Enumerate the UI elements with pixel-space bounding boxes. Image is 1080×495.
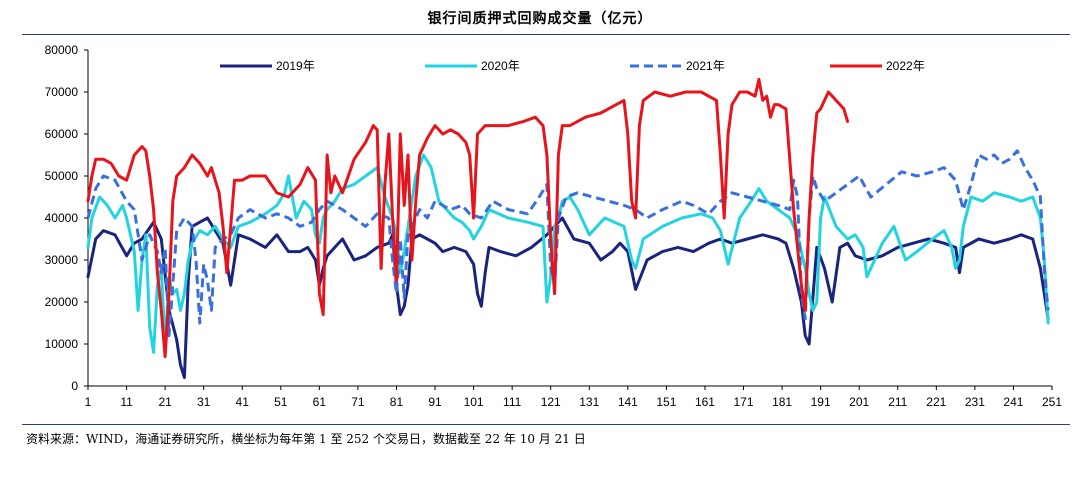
- x-tick-label: 101: [464, 395, 484, 409]
- title-rule: [22, 34, 1070, 35]
- legend-label-2: 2020年: [481, 59, 520, 73]
- series-layer: [86, 77, 1050, 380]
- x-tick-label: 181: [772, 395, 792, 409]
- x-tick-label: 51: [274, 395, 288, 409]
- x-tick-label: 151: [656, 395, 676, 409]
- y-tick-label: 70000: [45, 85, 79, 99]
- legend-label-4: 2022年: [886, 59, 925, 73]
- y-tick-label: 10000: [45, 337, 79, 351]
- x-tick-label: 231: [965, 395, 985, 409]
- legend-label-3: 2021年: [686, 59, 725, 73]
- source-note: 资料来源：WIND，海通证券研究所，横坐标为每年第 1 至 252 个交易日，数…: [26, 432, 586, 446]
- x-tick-label: 211: [888, 395, 907, 409]
- x-tick-label: 121: [541, 395, 561, 409]
- x-tick-label: 11: [120, 395, 133, 409]
- y-tick-label: 0: [71, 379, 78, 393]
- source-rule: [22, 424, 1070, 425]
- x-tick-label: 81: [390, 395, 404, 409]
- x-tick-label: 41: [236, 395, 250, 409]
- chart-area: 0 10000 20000 30000 40000 50000 60000 70000 8000…: [45, 43, 1063, 409]
- x-tick-label: 171: [734, 395, 754, 409]
- x-tick-label: 131: [579, 395, 599, 409]
- x-tick-label: 1: [85, 395, 92, 409]
- y-tick-label: 30000: [45, 253, 79, 267]
- x-tick-label: 251: [1042, 395, 1062, 409]
- legend: 2019年 2020年 2021年 2022年: [220, 59, 925, 73]
- x-tick-label: 21: [158, 395, 172, 409]
- legend-label-1: 2019年: [276, 59, 315, 73]
- series-line-1: [86, 216, 1050, 380]
- series-line-3: [86, 149, 1050, 338]
- y-tick-label: 40000: [45, 211, 79, 225]
- x-tick-label: 221: [926, 395, 946, 409]
- y-tick-label: 50000: [45, 169, 79, 183]
- x-tick-label: 71: [351, 395, 365, 409]
- series-line-4: [86, 77, 850, 359]
- axes: 0 10000 20000 30000 40000 50000 60000 70000 8000…: [45, 43, 1063, 409]
- chart-title: 银行间质押式回购成交量（亿元）: [427, 11, 653, 27]
- x-tick-label: 141: [618, 395, 638, 409]
- x-tick-label: 241: [1003, 395, 1023, 409]
- x-tick-label: 111: [503, 395, 522, 409]
- x-tick-label: 31: [197, 395, 211, 409]
- x-tick-label: 191: [811, 395, 831, 409]
- series-line-2: [86, 153, 1050, 354]
- x-tick-label: 61: [313, 395, 327, 409]
- y-tick-label: 20000: [45, 295, 79, 309]
- y-tick-label: 60000: [45, 127, 79, 141]
- x-tick-label: 201: [849, 395, 869, 409]
- x-tick-label: 161: [695, 395, 715, 409]
- y-tick-label: 80000: [45, 43, 79, 57]
- x-tick-label: 91: [428, 395, 442, 409]
